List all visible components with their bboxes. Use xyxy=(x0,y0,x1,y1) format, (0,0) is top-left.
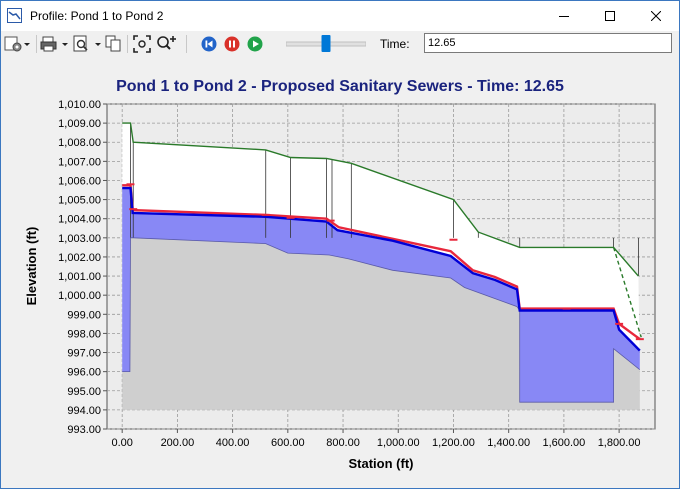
y-tick-label: 996.00 xyxy=(67,367,101,379)
x-tick-label: 1,200.00 xyxy=(432,437,475,449)
chart-settings-button[interactable] xyxy=(4,34,32,54)
y-axis-label: Elevation (ft) xyxy=(24,227,39,306)
y-tick-label: 993.00 xyxy=(67,424,101,436)
y-tick-label: 994.00 xyxy=(67,405,101,417)
egl-line xyxy=(122,184,641,341)
x-tick-label: 400.00 xyxy=(216,437,250,449)
soil-area xyxy=(122,237,640,410)
y-tick-label: 1,004.00 xyxy=(58,214,101,226)
x-tick-label: 0.00 xyxy=(111,437,132,449)
y-tick-label: 1,002.00 xyxy=(58,252,101,264)
y-tick-label: 1,005.00 xyxy=(58,195,101,207)
rewind-icon xyxy=(201,36,217,52)
profile-window-icon xyxy=(7,8,22,23)
x-tick-label: 800.00 xyxy=(326,437,360,449)
copy-icon xyxy=(105,35,121,52)
hgl-line xyxy=(122,186,641,352)
y-tick-label: 1,006.00 xyxy=(58,175,101,187)
minimize-icon xyxy=(559,16,569,17)
y-tick-label: 999.00 xyxy=(67,309,101,321)
print-preview-button[interactable] xyxy=(73,34,103,54)
y-tick-label: 1,010.00 xyxy=(58,99,101,111)
x-tick-label: 1,400.00 xyxy=(487,437,530,449)
series-layer xyxy=(122,122,644,410)
zoom-in-button[interactable] xyxy=(156,34,176,54)
y-tick-label: 1,009.00 xyxy=(58,118,101,130)
x-tick-label: 1,000.00 xyxy=(377,437,420,449)
y-tick-label: 1,007.00 xyxy=(58,156,101,168)
zoom-extents-icon xyxy=(133,35,151,53)
x-axis-label: Station (ft) xyxy=(349,456,414,471)
play-button[interactable] xyxy=(247,34,263,54)
x-tick-label: 600.00 xyxy=(271,437,305,449)
ground-surface-line xyxy=(122,122,639,277)
chart-settings-icon xyxy=(4,36,30,52)
maximize-button[interactable] xyxy=(587,1,633,31)
toolbar: Time: xyxy=(1,31,679,57)
play-icon xyxy=(247,36,263,52)
water-fill-area xyxy=(122,188,640,403)
print-preview-icon xyxy=(73,35,101,52)
time-input[interactable] xyxy=(424,33,672,53)
tick-layer: 0.00 200.00 400.00 600.00 800.00 1,000.00 1,20… xyxy=(58,99,640,449)
zoom-in-icon xyxy=(157,36,176,50)
x-tick-label: 1,600.00 xyxy=(542,437,585,449)
zoom-extents-button[interactable] xyxy=(133,34,151,54)
time-slider-thumb[interactable] xyxy=(321,35,331,52)
print-button[interactable] xyxy=(40,34,70,54)
rewind-button[interactable] xyxy=(201,34,217,54)
pause-button[interactable] xyxy=(224,34,240,54)
pause-icon xyxy=(224,36,240,52)
y-tick-label: 995.00 xyxy=(67,386,101,398)
y-tick-label: 998.00 xyxy=(67,328,101,340)
y-tick-label: 1,008.00 xyxy=(58,137,101,149)
y-tick-label: 1,001.00 xyxy=(58,271,101,283)
copy-button[interactable] xyxy=(105,34,123,54)
x-tick-label: 200.00 xyxy=(161,437,195,449)
window-title: Profile: Pond 1 to Pond 2 xyxy=(30,9,164,23)
close-button[interactable] xyxy=(633,1,679,31)
x-tick-label: 1,800.00 xyxy=(598,437,641,449)
y-tick-label: 1,003.00 xyxy=(58,233,101,245)
minimize-button[interactable] xyxy=(541,1,587,31)
close-icon xyxy=(651,11,661,21)
time-slider[interactable] xyxy=(286,33,366,55)
y-tick-label: 1,000.00 xyxy=(58,290,101,302)
print-icon xyxy=(40,36,68,52)
title-bar[interactable]: Profile: Pond 1 to Pond 2 xyxy=(1,1,679,31)
ground-surface-dashed-line xyxy=(612,247,642,338)
time-label: Time: xyxy=(380,37,410,51)
profile-chart: Pond 1 to Pond 2 - Proposed Sanitary Sew… xyxy=(1,58,679,488)
y-tick-label: 997.00 xyxy=(67,348,101,360)
chart-title: Pond 1 to Pond 2 - Proposed Sanitary Sew… xyxy=(116,78,564,95)
maximize-icon xyxy=(605,11,615,21)
pipe-invert-line xyxy=(122,237,641,403)
